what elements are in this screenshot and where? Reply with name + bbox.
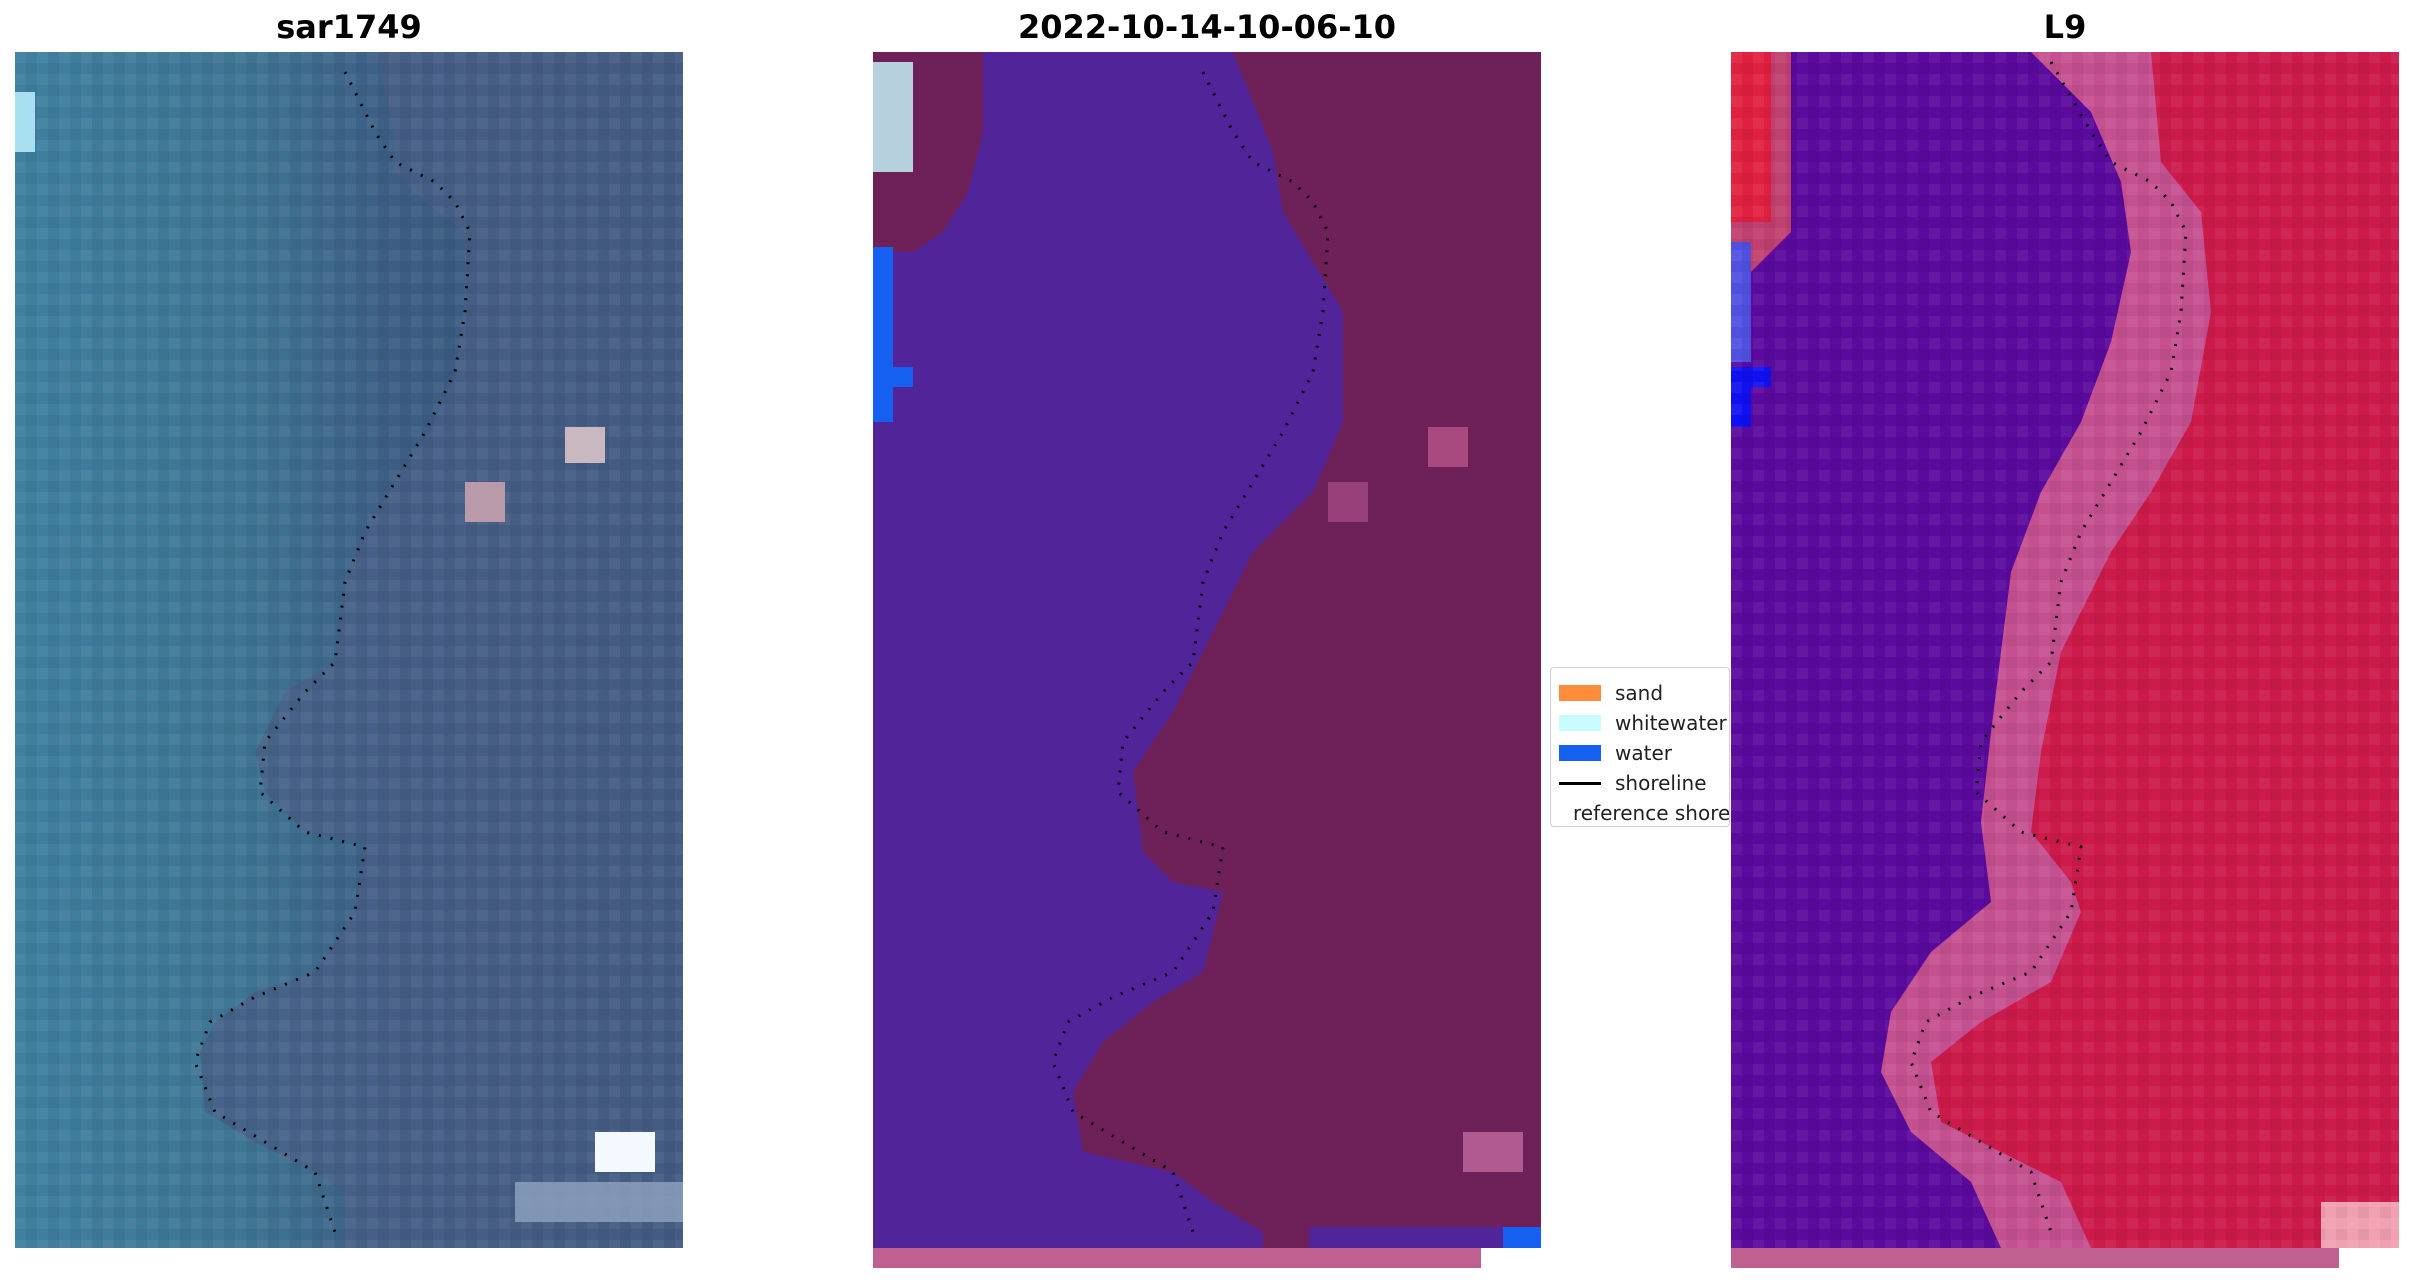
bright-patch: [15, 92, 35, 152]
land-class-area: [1073, 52, 1541, 1248]
mndwi-image-panel: [1731, 52, 2399, 1272]
legend-swatch: [1559, 745, 1601, 761]
legend-label: reference shoreline: [1573, 801, 1730, 825]
legend-label: shoreline: [1615, 771, 1707, 795]
legend: sand whitewater water shoreline referenc…: [1550, 667, 1730, 827]
legend-swatch: [1559, 685, 1601, 701]
legend-label: sand: [1615, 681, 1664, 705]
bright-patch: [1428, 427, 1468, 467]
bright-patch: [565, 427, 605, 463]
bright-patch: [1328, 482, 1368, 522]
legend-item-sand: sand: [1551, 678, 1729, 708]
legend-item-shoreline: shoreline: [1551, 768, 1729, 798]
legend-swatch: [1559, 715, 1601, 731]
panel-title-mndwi: L9: [2043, 8, 2087, 46]
whitewater-patch: [873, 62, 913, 172]
bright-patch: [1463, 1132, 1523, 1172]
rgb-texture: [15, 52, 683, 1248]
bright-patch: [465, 482, 505, 522]
panel-title-classified: 2022-10-14-10-06-10: [1017, 8, 1397, 46]
legend-line: [1559, 781, 1601, 785]
bottom-strip: [1731, 1248, 2339, 1268]
panel-title-rgb: sar1749: [276, 8, 422, 46]
classified-image-panel: [873, 52, 1541, 1272]
index-texture: [1731, 52, 2399, 1248]
water-patch: [873, 247, 893, 422]
legend-label: water: [1615, 741, 1672, 765]
legend-label: whitewater: [1615, 711, 1727, 735]
legend-item-water: water: [1551, 738, 1729, 768]
bottom-strip: [873, 1248, 1481, 1268]
bright-patch: [515, 1182, 683, 1222]
legend-item-whitewater: whitewater: [1551, 708, 1729, 738]
rgb-image-panel: [15, 52, 683, 1248]
water-patch: [893, 367, 913, 387]
legend-item-reference-shoreline: reference shoreline: [1551, 798, 1730, 826]
water-corner: [1309, 1227, 1541, 1248]
water-patch: [1503, 1227, 1541, 1248]
bright-patch: [595, 1132, 655, 1172]
